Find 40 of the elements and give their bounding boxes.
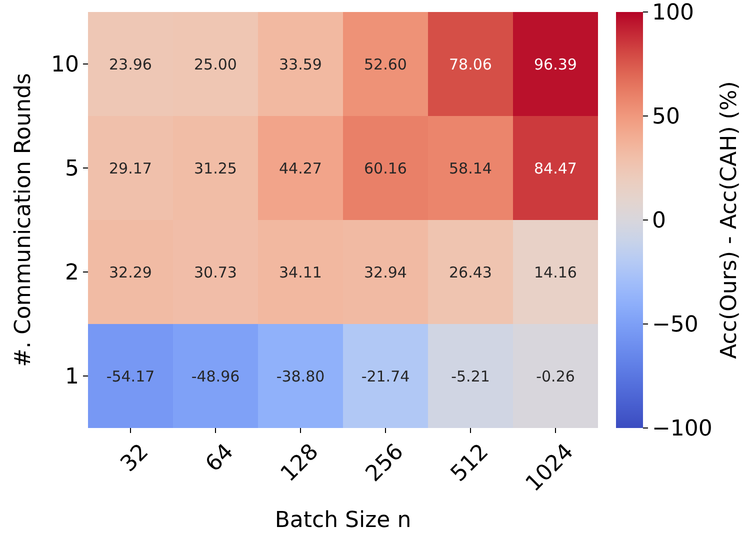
color-bar-label: −50 — [652, 312, 698, 338]
data-label: 29.17 — [109, 159, 152, 178]
y-axis-title: #. Communication Rounds — [11, 73, 36, 367]
data-label: 14.16 — [534, 263, 577, 282]
color-bar-label: 0 — [652, 208, 666, 234]
data-label: 26.43 — [449, 263, 492, 282]
color-bar-label: 100 — [652, 0, 694, 26]
data-label: 31.25 — [194, 159, 237, 178]
data-label: 96.39 — [534, 55, 577, 74]
data-label: 84.47 — [534, 159, 577, 178]
y-tick-label: 10 — [51, 52, 79, 78]
y-tick-label: 5 — [65, 156, 79, 182]
color-bar-title: Acc(Ours) - Acc(CAH) (%) — [717, 81, 742, 359]
data-label: 52.60 — [364, 55, 407, 74]
data-label: 34.11 — [279, 263, 322, 282]
x-axis-title: Batch Size n — [274, 508, 412, 533]
data-label: -0.26 — [536, 367, 575, 386]
x-tick-label: 32 — [116, 439, 154, 477]
data-label: 44.27 — [279, 159, 322, 178]
x-tick-label: 64 — [201, 439, 239, 477]
data-label: 58.14 — [449, 159, 492, 178]
data-label: 32.94 — [364, 263, 407, 282]
data-label: 33.59 — [279, 55, 322, 74]
data-label: -38.80 — [276, 367, 325, 386]
data-label: -21.74 — [361, 367, 410, 386]
color-bar-label: −100 — [652, 416, 712, 442]
x-tick-label: 512 — [446, 439, 494, 487]
data-label: 78.06 — [449, 55, 492, 74]
x-tick-label: 128 — [276, 439, 324, 487]
data-label: -54.17 — [106, 367, 155, 386]
y-tick-label: 1 — [65, 364, 79, 390]
data-label: 30.73 — [194, 263, 237, 282]
y-tick-label: 2 — [65, 260, 79, 286]
data-label: 60.16 — [364, 159, 407, 178]
data-label: 25.00 — [194, 55, 237, 74]
data-label: -48.96 — [191, 367, 240, 386]
color-bar-label: 50 — [652, 104, 680, 130]
data-label: 23.96 — [109, 55, 152, 74]
data-label: 32.29 — [109, 263, 152, 282]
data-label: -5.21 — [451, 367, 490, 386]
